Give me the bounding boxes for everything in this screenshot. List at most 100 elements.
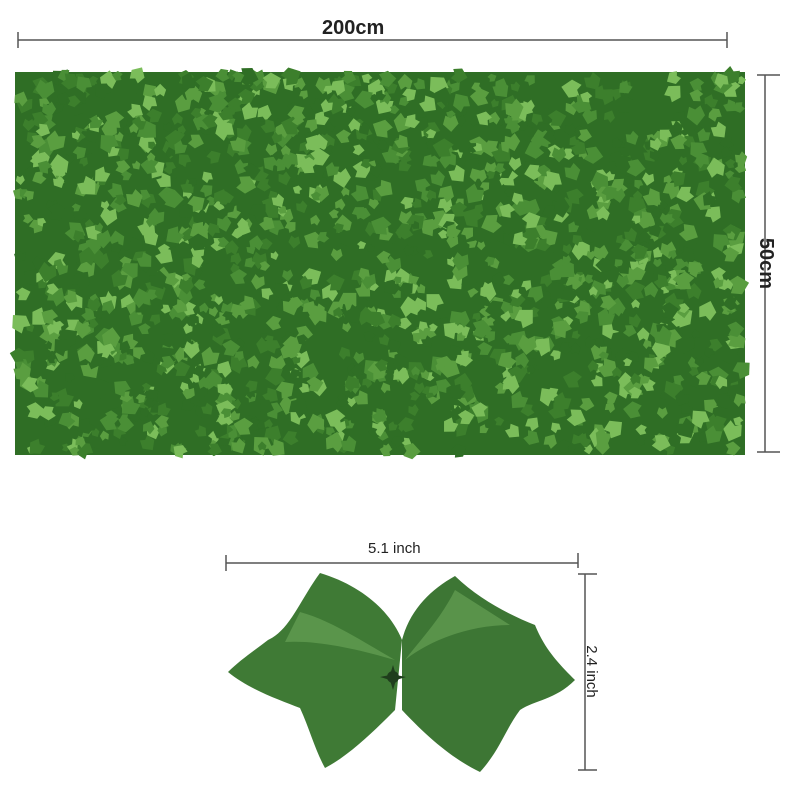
ivy-leaf [488,111,501,125]
ivy-leaf [727,333,744,348]
ivy-leaf [411,197,422,208]
ivy-leaf [704,399,719,414]
ivy-leaf [262,387,278,403]
ivy-leaf [192,365,206,377]
ivy-leaf [261,288,274,300]
ivy-leaf [446,110,456,119]
ivy-leaf [410,220,420,229]
ivy-leaf [316,231,330,243]
ivy-leaf [678,246,696,263]
ivy-leaf [562,243,573,255]
ivy-leaf [404,114,420,129]
ivy-leaf [79,157,88,167]
panel-width-label: 200cm [322,17,385,39]
ivy-leaf [552,197,570,218]
ivy-leaf [501,420,513,431]
ivy-leaf [689,89,704,102]
ivy-leaf [648,222,662,238]
ivy-leaf [376,139,389,151]
ivy-leaf [275,381,294,399]
ivy-leaf [393,353,409,372]
ivy-leaf [653,274,669,289]
ivy-leaf [387,313,401,329]
ivy-leaf [443,322,461,340]
ivy-leaf [160,355,175,369]
ivy-leaf [494,163,506,174]
ivy-leaf [393,276,402,285]
ivy-leaf [234,350,244,362]
ivy-leaf [31,111,49,128]
ivy-leaf [207,222,220,237]
ivy-leaf [154,83,167,97]
ivy-leaf [273,282,291,300]
ivy-leaf [660,302,679,319]
ivy-leaf [461,227,474,240]
ivy-leaf [55,387,74,407]
ivy-leaf [422,154,436,167]
ivy-leaf [664,85,681,103]
ivy-leaf [593,244,609,262]
ivy-leaf [733,416,744,426]
ivy-leaf [484,256,495,266]
ivy-leaf [668,171,686,188]
ivy-leaf [237,217,249,230]
ivy-leaf [14,91,28,107]
ivy-leaf [358,267,370,281]
ivy-leaf [562,371,583,388]
ivy-leaf [142,421,155,435]
ivy-leaf [448,344,462,360]
ivy-leaf [288,235,301,249]
ivy-leaf [140,406,150,417]
ivy-leaf [63,289,78,304]
ivy-leaf [257,104,272,121]
ivy-leaf [57,92,71,105]
ivy-leaf [146,108,163,123]
ivy-leaf [100,134,119,154]
ivy-leaf [39,98,50,109]
ivy-leaf [555,439,572,453]
ivy-leaf [76,76,92,93]
ivy-leaf [122,354,135,366]
ivy-leaf [43,340,53,350]
ivy-leaf [100,200,110,211]
ivy-leaf [139,434,155,451]
ivy-leaf [267,439,285,456]
ivy-leaf [218,106,234,121]
ivy-leaf [35,123,51,137]
ivy-leaf [617,261,630,274]
ivy-leaf [596,206,610,221]
ivy-leaf [503,334,513,344]
ivy-leaf [178,289,193,305]
ivy-leaf [71,271,90,292]
ivy-leaf [713,277,724,289]
ivy-leaf [697,128,711,142]
ivy-leaf [389,105,400,115]
ivy-leaf [262,72,282,89]
ivy-leaf [114,194,127,206]
ivy-leaf [420,218,439,237]
ivy-leaf [571,330,581,339]
ivy-leaf [615,234,626,244]
ivy-leaf [731,188,746,204]
ivy-leaf [35,79,55,101]
ivy-leaf [436,379,452,393]
ivy-leaf [705,425,723,444]
ivy-leaf [178,277,194,295]
ivy-leaf [505,423,520,438]
ivy-leaf [536,238,551,252]
ivy-leaf [725,158,736,169]
ivy-leaf [638,230,651,244]
ivy-leaf [220,408,231,419]
ivy-leaf [719,136,734,150]
ivy-leaf [397,73,413,90]
ivy-leaf [111,241,123,253]
ivy-leaf [187,233,208,251]
ivy-leaf [87,297,101,313]
ivy-leaf [582,107,597,125]
ivy-leaf [481,214,502,233]
ivy-leaf [470,116,479,127]
ivy-leaf [462,208,484,228]
ivy-leaf [281,150,298,170]
ivy-leaf [708,107,722,122]
ivy-leaf [282,430,299,446]
